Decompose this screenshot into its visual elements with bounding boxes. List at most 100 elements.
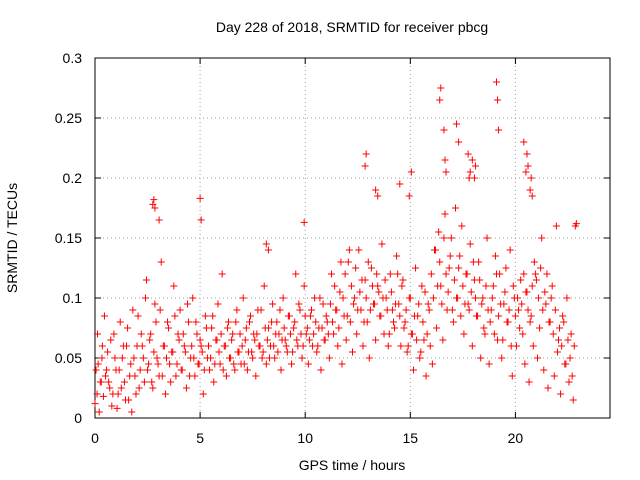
data-point: [109, 390, 117, 398]
data-point: [490, 330, 498, 338]
data-point: [555, 336, 562, 344]
data-point: [119, 342, 127, 350]
data-point: [281, 336, 289, 344]
data-point: [188, 342, 196, 350]
data-point: [523, 150, 531, 158]
data-point: [494, 96, 502, 104]
data-point: [528, 192, 536, 200]
data-point: [224, 318, 232, 326]
data-point: [330, 330, 338, 338]
data-point: [477, 354, 485, 362]
data-point: [419, 318, 427, 326]
data-point: [195, 360, 203, 368]
data-point: [468, 342, 476, 350]
data-point: [479, 294, 487, 302]
data-point: [345, 246, 353, 254]
data-point: [111, 354, 119, 362]
data-point: [260, 282, 268, 290]
data-point: [401, 318, 409, 326]
data-point: [309, 342, 317, 350]
data-point: [110, 330, 118, 338]
data-point: [175, 336, 183, 344]
data-point: [541, 288, 549, 296]
data-point: [570, 342, 578, 350]
data-point: [239, 294, 247, 302]
data-point: [275, 330, 283, 338]
data-point: [396, 180, 404, 188]
data-point: [470, 276, 478, 284]
data-point: [164, 318, 172, 326]
data-point: [388, 306, 396, 314]
data-point: [286, 330, 294, 338]
data-point: [127, 360, 135, 368]
data-point: [215, 348, 223, 356]
data-point: [414, 312, 422, 320]
data-point: [352, 264, 360, 272]
data-point: [537, 264, 545, 272]
data-point: [300, 282, 308, 290]
data-point: [103, 366, 111, 374]
data-point: [496, 270, 504, 278]
data-point: [154, 360, 162, 368]
data-point: [317, 366, 325, 374]
data-point: [220, 342, 228, 350]
data-point: [92, 366, 100, 374]
data-point: [349, 348, 356, 356]
data-point: [217, 330, 225, 338]
data-point: [126, 372, 134, 380]
data-point: [450, 276, 458, 284]
data-point: [100, 312, 108, 320]
data-point: [520, 138, 528, 146]
data-point: [150, 348, 158, 356]
data-point: [440, 234, 448, 242]
data-point: [340, 312, 348, 320]
data-point: [219, 366, 227, 374]
x-tick-label: 5: [196, 430, 204, 446]
data-point: [389, 318, 397, 326]
data-point: [403, 348, 411, 356]
data-point: [438, 300, 446, 308]
data-point: [532, 276, 540, 284]
data-point: [258, 354, 266, 362]
data-point: [105, 378, 113, 386]
data-point: [374, 282, 382, 290]
data-point: [446, 252, 454, 260]
data-point: [508, 372, 516, 380]
data-point: [357, 306, 365, 314]
data-point: [269, 300, 277, 308]
series-srmtid: [91, 78, 580, 416]
data-point: [436, 96, 444, 104]
data-point: [398, 282, 406, 290]
data-point: [99, 392, 107, 400]
data-point: [181, 348, 189, 356]
data-point: [182, 384, 190, 392]
data-point: [243, 366, 251, 374]
data-point: [146, 336, 154, 344]
data-point: [506, 246, 514, 254]
data-point: [113, 404, 121, 412]
data-point: [418, 282, 426, 290]
data-point: [523, 288, 531, 296]
data-point: [427, 270, 435, 278]
data-point: [166, 360, 174, 368]
data-point: [185, 318, 193, 326]
data-point: [405, 192, 413, 200]
data-point: [191, 372, 199, 380]
data-point: [279, 294, 287, 302]
data-point: [512, 342, 520, 350]
data-point: [394, 270, 402, 278]
data-point: [237, 360, 245, 368]
data-point: [290, 324, 298, 332]
data-point: [187, 354, 195, 362]
data-point: [222, 372, 230, 380]
data-point: [437, 84, 445, 92]
data-point: [326, 300, 334, 308]
data-point: [364, 258, 372, 266]
data-point: [201, 312, 209, 320]
y-tick-label: 0: [74, 410, 82, 426]
data-point: [170, 282, 178, 290]
data-point: [282, 342, 290, 350]
data-point: [94, 360, 102, 368]
data-point: [395, 300, 403, 308]
